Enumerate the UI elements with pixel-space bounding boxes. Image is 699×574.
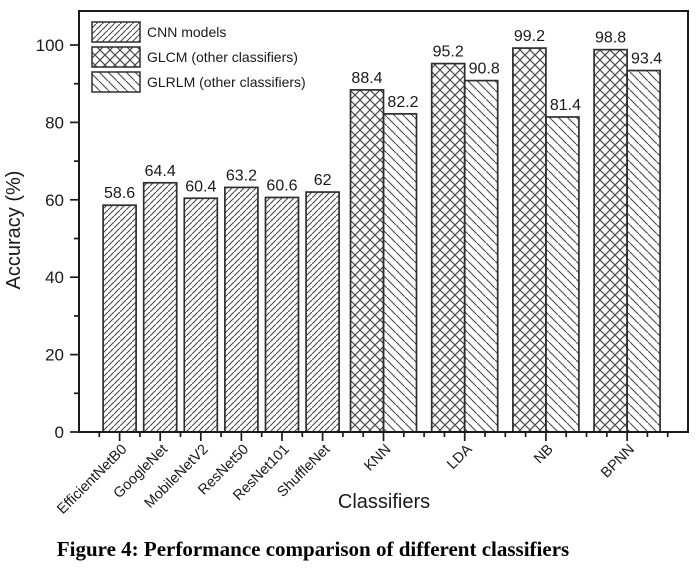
bar [102,204,137,433]
bar-value-label: 88.4 [351,70,382,87]
x-tick-label: NB [531,442,557,468]
y-tick-label: 40 [45,268,64,287]
bar [305,191,340,433]
x-tick-label: KNN [361,442,394,475]
legend-swatch [91,71,141,93]
x-axis-title: Classifiers [338,491,430,513]
y-tick-label: 100 [36,36,64,55]
bar-value-label: 62 [314,172,332,189]
bar-value-label: 82.2 [387,94,418,111]
x-tick-label: LDA [444,441,475,472]
bar [545,116,580,433]
legend-label: GLRLM (other classifiers) [147,74,306,90]
bar-value-label: 64.4 [145,163,176,180]
figure-caption: Figure 4: Performance comparison of diff… [56,537,570,561]
plot-area: 58.6 64.4 60.4 63.2 60.6 62 88.4 82.2 95.2 90.8 99… [36,10,689,518]
bar [626,69,661,433]
x-tick-label: BPNN [598,442,638,482]
bar [183,197,219,433]
bar [264,196,300,433]
bar-value-label: 63.2 [226,167,257,184]
plot-frame [78,10,689,433]
legend-swatch [91,46,141,68]
y-tick-label: 60 [45,191,64,210]
bar-chart-svg: 58.6 64.4 60.4 63.2 60.6 62 88.4 82.2 95.2 90.8 99… [3,10,689,518]
legend-label: CNN models [147,24,226,40]
bar-value-label: 99.2 [514,28,545,45]
bar-value-label: 93.4 [631,51,662,68]
bar-value-label: 90.8 [469,61,500,78]
bar-value-label: 60.4 [185,178,216,195]
y-tick-label: 20 [45,346,64,365]
bar [224,186,259,433]
bar [463,79,499,433]
bar-value-label: 58.6 [104,185,135,202]
bar-value-label: 98.8 [595,30,626,47]
bar [382,113,418,433]
bar [430,62,466,433]
y-tick-label: 80 [45,113,64,132]
legend: CNN models GLCM (other classifiers) GLRLM … [91,21,306,93]
bar [142,181,178,433]
y-axis-title: Accuracy (%) [3,171,25,290]
bar [593,48,628,433]
legend-swatch [91,21,141,43]
bar [349,89,385,433]
bar-value-label: 60.6 [266,177,297,194]
bar-value-label: 95.2 [433,44,464,61]
legend-label: GLCM (other classifiers) [147,49,298,65]
x-tick-label: EfficientNetB0 [54,442,130,518]
bar [512,47,547,433]
y-tick-label: 0 [55,423,64,442]
bar-value-label: 81.4 [550,97,581,114]
